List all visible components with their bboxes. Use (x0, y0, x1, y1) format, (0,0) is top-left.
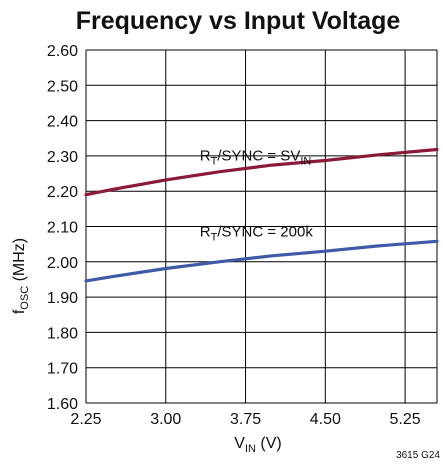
tick-labels: 1.60 1.70 1.80 1.90 2.00 2.10 2.20 2.30 2.40 2.50… (47, 43, 421, 428)
y-tick-label: 2.10 (47, 220, 78, 237)
y-tick-label: 2.30 (47, 149, 78, 166)
series-lines (84, 147, 439, 283)
series-line-2 (84, 239, 439, 283)
x-tick-label: 2.25 (70, 411, 101, 428)
x-tick-label: 4.50 (310, 411, 341, 428)
series-labels: RT/SYNC = SVIN RT/SYNC = 200k (200, 147, 314, 243)
series-label-1: RT/SYNC = SVIN (200, 147, 312, 167)
y-tick-label: 2.20 (47, 184, 78, 201)
series-label-2: RT/SYNC = 200k (200, 223, 314, 243)
series-line-1 (84, 147, 439, 197)
figure-code: 3615 G24 (396, 450, 440, 461)
y-tick-label: 1.80 (47, 325, 78, 342)
y-tick-label: 1.90 (47, 290, 78, 307)
chart-title: Frequency vs Input Voltage (76, 7, 401, 35)
y-tick-label: 1.70 (47, 361, 78, 378)
y-tick-label: 1.60 (47, 396, 78, 413)
y-axis-label: fOSC (MHz) (11, 238, 31, 314)
y-tick-label: 2.00 (47, 255, 78, 272)
y-tick-label: 2.40 (47, 114, 78, 131)
y-tick-label: 2.60 (47, 43, 78, 60)
grid (85, 49, 438, 404)
y-tick-label: 2.50 (47, 78, 78, 95)
x-tick-label: 3.75 (230, 411, 261, 428)
x-tick-label: 5.25 (390, 411, 421, 428)
x-tick-label: 3.00 (150, 411, 181, 428)
x-axis-label: VIN (V) (234, 435, 281, 455)
